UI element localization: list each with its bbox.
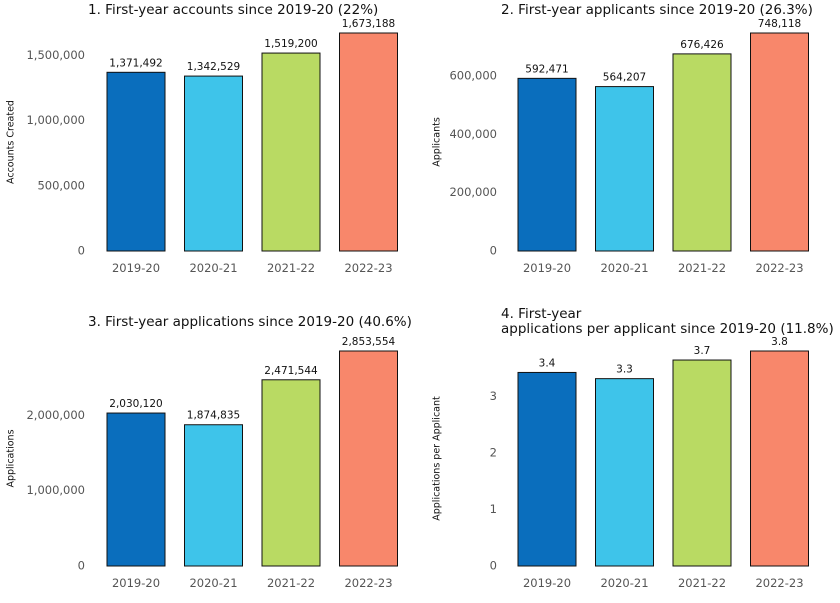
bar-2022-23 (339, 32, 398, 252)
data-label: 748,118 (758, 18, 801, 30)
chart-title-line: 3. First-year applications since 2019-20… (88, 314, 412, 330)
x-tick-label: 2021-22 (678, 261, 726, 275)
data-label: 1,519,200 (264, 38, 317, 50)
chart-panel-2: 2. First-year applicants since 2019-20 (… (431, 2, 812, 275)
bar-2021-22 (261, 52, 321, 252)
x-tick-label: 2021-22 (267, 576, 315, 590)
data-label: 3.8 (771, 336, 788, 348)
chart-title: 2. First-year applicants since 2019-20 (… (501, 2, 813, 18)
chart-panel-3: 3. First-year applications since 2019-20… (5, 314, 412, 590)
x-tick-label: 2021-22 (267, 261, 315, 275)
x-tick-label: 2020-21 (600, 261, 648, 275)
y-tick-label: 1,000,000 (26, 483, 85, 497)
y-axis-label: Applicants (431, 117, 442, 167)
x-tick-label: 2022-23 (344, 576, 392, 590)
y-tick-label: 2 (490, 446, 497, 460)
bar-2020-21 (595, 378, 654, 567)
bar-2019-20 (517, 77, 577, 252)
bar-2019-20 (106, 412, 166, 567)
y-axis-label: Accounts Created (5, 100, 16, 184)
x-tick-label: 2020-21 (189, 576, 237, 590)
bar-2019-20 (106, 71, 166, 252)
y-tick-label: 200,000 (449, 185, 497, 199)
data-label: 2,853,554 (342, 336, 396, 348)
bar-2020-21 (595, 86, 654, 252)
chart-title: 1. First-year accounts since 2019-20 (22… (88, 2, 378, 18)
y-tick-label: 500,000 (37, 178, 85, 192)
y-tick-label: 1 (490, 502, 497, 516)
data-label: 3.3 (616, 364, 633, 376)
x-tick-label: 2020-21 (600, 576, 648, 590)
x-tick-label: 2021-22 (678, 576, 726, 590)
x-tick-label: 2019-20 (112, 576, 160, 590)
x-tick-label: 2020-21 (189, 261, 237, 275)
data-label: 2,030,120 (109, 398, 162, 410)
bar-2019-20 (517, 371, 577, 567)
y-tick-label: 2,000,000 (26, 408, 85, 422)
chart-title-line: applications per applicant since 2019-20… (501, 321, 834, 337)
y-tick-label: 1,000,000 (26, 113, 85, 127)
chart-title-line: 2. First-year applicants since 2019-20 (… (501, 2, 813, 18)
y-tick-label: 0 (490, 244, 497, 258)
data-label: 2,471,544 (264, 365, 318, 377)
bar-2022-23 (339, 350, 398, 567)
data-label: 676,426 (680, 39, 724, 51)
chart-panel-4: 4. First-year applications per applicant … (431, 306, 833, 590)
y-tick-label: 1,500,000 (26, 48, 85, 62)
bar-2021-22 (672, 359, 732, 567)
data-label: 1,874,835 (187, 410, 240, 422)
x-tick-label: 2022-23 (755, 261, 803, 275)
chart-panel-1: 1. First-year accounts since 2019-20 (22… (5, 2, 398, 275)
data-label: 564,207 (603, 72, 646, 84)
bar-2021-22 (672, 53, 732, 252)
bar-2020-21 (184, 75, 243, 252)
y-tick-label: 3 (490, 389, 497, 403)
x-tick-label: 2019-20 (112, 261, 160, 275)
x-tick-label: 2022-23 (755, 576, 803, 590)
y-tick-label: 0 (490, 559, 497, 573)
y-axis-label: Applications per Applicant (431, 396, 442, 521)
bar-2021-22 (261, 379, 321, 567)
x-tick-label: 2022-23 (344, 261, 392, 275)
chart-title-line: 4. First-year (501, 306, 582, 322)
chart-title-line: 1. First-year accounts since 2019-20 (22… (88, 2, 378, 18)
x-tick-label: 2019-20 (523, 576, 571, 590)
data-label: 3.7 (694, 345, 711, 357)
data-label: 1,342,529 (187, 61, 240, 73)
y-tick-label: 600,000 (449, 69, 497, 83)
y-tick-label: 400,000 (449, 127, 497, 141)
bar-2022-23 (750, 32, 809, 252)
bar-2020-21 (184, 424, 243, 567)
data-label: 592,471 (525, 63, 568, 75)
data-label: 3.4 (539, 357, 556, 369)
y-tick-label: 0 (78, 559, 85, 573)
y-axis-label: Applications (5, 429, 16, 487)
bar-2022-23 (750, 350, 809, 567)
data-label: 1,673,188 (342, 18, 395, 30)
chart-title: 4. First-year applications per applicant … (501, 306, 834, 337)
data-label: 1,371,492 (109, 57, 162, 69)
chart-title: 3. First-year applications since 2019-20… (88, 314, 412, 330)
x-tick-label: 2019-20 (523, 261, 571, 275)
y-tick-label: 0 (78, 244, 85, 258)
